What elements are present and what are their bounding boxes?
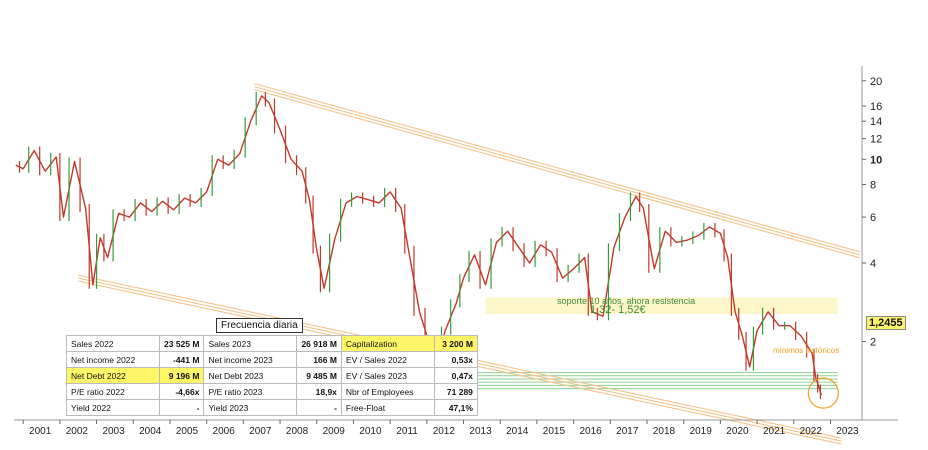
y-tick-label: 2: [870, 337, 876, 349]
fundamentals-row: Net Debt 2022 9 196 M Net Debt 2023 9 485 M…: [66, 367, 478, 384]
fundamentals-row: P/E ratio 2022 -4,66x P/E ratio 2023 18,9x N…: [66, 383, 478, 400]
fundamentals-value: 0,53x: [433, 351, 478, 368]
x-tick-label: 2015: [543, 426, 566, 437]
historic-min-circle: [807, 377, 839, 409]
x-tick-label: 2022: [800, 426, 823, 437]
fundamentals-label: Yield 2023: [203, 399, 298, 416]
x-tick-label: 2005: [176, 426, 199, 437]
support-annotation: soporte 10 años, ahora resistencia: [557, 296, 696, 306]
x-tick-label: 2017: [616, 426, 639, 437]
x-tick-label: 2014: [506, 426, 529, 437]
y-tick-label: 4: [870, 258, 876, 270]
fundamentals-label: Capitalization: [340, 335, 435, 352]
x-tick-label: 2016: [579, 426, 602, 437]
fundamentals-value: 23 525 M: [158, 335, 205, 352]
fundamentals-value: 0,47x: [433, 367, 478, 384]
fundamentals-label: EV / Sales 2022: [340, 351, 435, 368]
x-tick-label: 2003: [102, 426, 125, 437]
x-tick-label: 2011: [396, 426, 418, 437]
last-price-tag: 1,2455: [866, 316, 906, 330]
y-tick-label: 10: [870, 154, 882, 166]
fundamentals-value: 3 200 M: [433, 335, 478, 352]
x-tick-label: 2009: [323, 426, 346, 437]
fundamentals-label: Sales 2022: [66, 335, 160, 352]
fundamentals-row: Net income 2022 -441 M Net income 2023 166 …: [66, 351, 478, 368]
support-range-annotation: 1,32- 1,52€: [590, 304, 646, 316]
fundamentals-label: Yield 2022: [66, 399, 160, 416]
fundamentals-value: 166 M: [296, 351, 342, 368]
fundamentals-label: Free-Float: [340, 399, 435, 416]
x-tick-label: 2023: [836, 426, 859, 437]
x-tick-label: 2002: [66, 426, 89, 437]
x-tick-label: 2020: [726, 426, 749, 437]
fundamentals-value: -441 M: [158, 351, 205, 368]
upper-channel-line: [254, 83, 860, 253]
fundamentals-row: Yield 2022- Yield 2023- Free-Float 47,1%: [66, 399, 478, 416]
resistance-zone: [485, 297, 838, 315]
fundamentals-value: -: [296, 399, 342, 416]
fundamentals-label: EV / Sales 2023: [340, 367, 435, 384]
fundamentals-label: Net Debt 2023: [203, 367, 298, 384]
x-tick-label: 2010: [359, 426, 382, 437]
fundamentals-label: Net Debt 2022: [66, 367, 160, 384]
y-tick-label: 6: [870, 212, 876, 224]
y-tick-label: 20: [870, 76, 882, 88]
fundamentals-row: Sales 2022 23 525 M Sales 2023 26 918 M Capi…: [66, 335, 478, 352]
historic-min-annotation: mínimos históricos: [773, 346, 840, 355]
fundamentals-value: 71 289: [433, 383, 478, 400]
x-tick-label: 2019: [690, 426, 713, 437]
fundamentals-value: 18,9x: [296, 383, 342, 400]
upper-channel-line: [254, 89, 860, 259]
fundamentals-label: Net income 2022: [66, 351, 160, 368]
x-tick-label: 2013: [469, 426, 492, 437]
fundamentals-label: Net income 2023: [203, 351, 298, 368]
x-tick-label: 2006: [213, 426, 236, 437]
x-tick-label: 2007: [249, 426, 272, 437]
fundamentals-label: P/E ratio 2022: [66, 383, 160, 400]
x-tick-label: 2021: [763, 426, 786, 437]
x-tick-label: 2001: [29, 426, 52, 437]
upper-channel-line: [254, 86, 860, 256]
fundamentals-value: 26 918 M: [296, 335, 342, 352]
x-tick-label: 2018: [653, 426, 676, 437]
fundamentals-label: Nbr of Employees: [340, 383, 435, 400]
fundamentals-label: Sales 2023: [203, 335, 298, 352]
fundamentals-label: P/E ratio 2023: [203, 383, 298, 400]
fundamentals-value: 9 196 M: [158, 367, 205, 384]
fundamentals-value: 47,1%: [433, 399, 478, 416]
fundamentals-value: -4,66x: [158, 383, 205, 400]
y-tick-label: 14: [870, 116, 882, 128]
x-tick-label: 2008: [286, 426, 309, 437]
frequency-label: Frecuencia diaria: [216, 318, 303, 333]
y-tick-label: 12: [870, 134, 882, 146]
y-tick-label: 8: [870, 180, 876, 192]
fundamentals-value: -: [158, 399, 205, 416]
y-tick-label: 16: [870, 101, 882, 113]
fundamentals-table: Sales 2022 23 525 M Sales 2023 26 918 M Capi…: [66, 335, 478, 416]
x-tick-label: 2004: [139, 426, 162, 437]
x-tick-label: 2012: [433, 426, 456, 437]
fundamentals-value: 9 485 M: [296, 367, 342, 384]
